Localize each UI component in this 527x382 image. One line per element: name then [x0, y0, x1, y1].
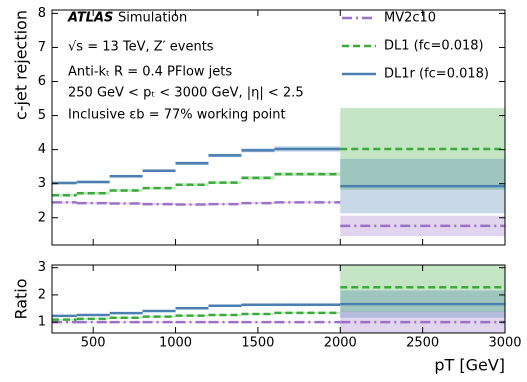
error-band — [175, 321, 209, 323]
y-axis-label: Ratio — [12, 278, 31, 319]
overlay: 2 3 4 5 6 7 8 MV2c10 DL1 (fc=0.018) DL1r (fc=0.01… — [38, 6, 522, 351]
y-tick-label: 7 — [38, 40, 46, 55]
y-tick-label: 1 — [38, 315, 46, 330]
error-band — [274, 201, 341, 204]
error-band — [109, 202, 143, 205]
y-tick-label: 6 — [38, 74, 46, 89]
y-tick-label: 3 — [38, 176, 46, 191]
error-band — [52, 201, 77, 204]
y-tick-label: 8 — [38, 6, 46, 21]
atlas-label: ATLAS — [67, 11, 113, 26]
error-band — [241, 321, 275, 323]
error-band — [76, 321, 110, 323]
x-tick-label: 2000 — [324, 336, 357, 351]
annotation: √s = 13 TeV, Z′ events — [68, 40, 214, 55]
error-band — [52, 321, 77, 323]
legend-label: DL1r (fc=0.018) — [384, 67, 489, 82]
error-band — [274, 321, 341, 323]
legend-label: DL1 (fc=0.018) — [384, 39, 484, 54]
y-tick-label: 5 — [38, 108, 46, 123]
error-band — [142, 321, 176, 323]
error-band — [274, 312, 341, 314]
error-band — [274, 172, 341, 176]
y-axis-label: c-jet rejection — [12, 10, 31, 120]
error-band — [175, 203, 209, 206]
error-band — [208, 321, 242, 323]
plot-frame — [51, 9, 506, 246]
legend-label: MV2c10 — [384, 11, 436, 26]
annotation: Inclusive εb = 77% working point — [68, 108, 286, 123]
y-tick-label: 4 — [38, 142, 46, 157]
y-tick-label: 3 — [38, 260, 46, 275]
x-tick-label: 1500 — [241, 336, 274, 351]
error-band — [109, 321, 143, 323]
annotation: 250 GeV < pₜ < 3000 GeV, |η| < 2.5 — [68, 86, 304, 101]
annotation: Anti-kₜ R = 0.4 PFlow jets — [68, 65, 232, 80]
top-plot — [52, 108, 505, 237]
plot-frame — [51, 264, 506, 334]
error-band — [208, 203, 242, 206]
error-band — [76, 202, 110, 205]
error-band — [241, 202, 275, 205]
y-tick-label: 2 — [38, 210, 46, 225]
x-tick-label: 500 — [81, 336, 106, 351]
x-tick-label: 2500 — [406, 336, 439, 351]
ratio-plot — [52, 265, 505, 333]
error-band — [142, 203, 176, 206]
x-tick-label: 3000 — [488, 336, 521, 351]
x-axis-label: pT [GeV] — [434, 356, 505, 375]
y-tick-label: 2 — [38, 287, 46, 302]
x-tick-label: 1000 — [159, 336, 192, 351]
annotation: Simulation — [118, 11, 187, 26]
